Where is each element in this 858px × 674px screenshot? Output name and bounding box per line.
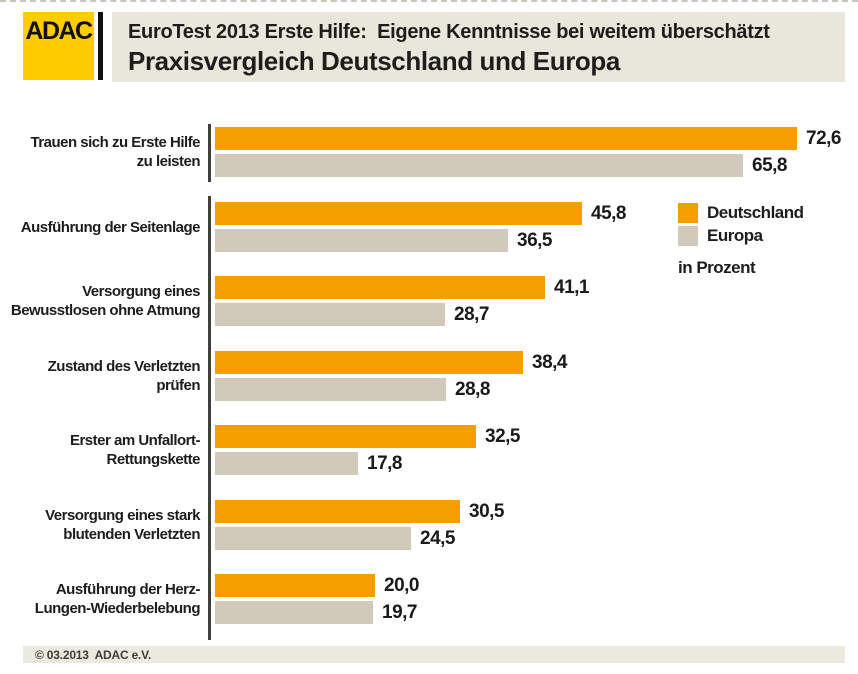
value-label: 41,1 <box>554 276 589 298</box>
copyright-bar: © 03.2013 ADAC e.V. <box>23 646 845 663</box>
axis-line-segment-2 <box>208 196 211 640</box>
bar-europa <box>215 154 743 177</box>
category-label: Erster am Unfallort- Rettungskette <box>69 432 201 468</box>
bar-pair: 38,4 28,8 <box>215 351 567 405</box>
unit-note: in Prozent <box>678 258 756 277</box>
category-label: Ausführung der Seitenlage <box>20 218 201 236</box>
value-label: 32,5 <box>485 425 520 447</box>
header-divider <box>98 12 103 80</box>
legend-label-europa: Europa <box>707 226 763 245</box>
category-label: Versorgung eines Bewusstlosen ohne Atmung <box>10 283 201 319</box>
bar-deutschland <box>215 351 523 374</box>
value-label: 20,0 <box>384 574 419 596</box>
bar-deutschland <box>215 276 545 299</box>
value-label: 28,8 <box>455 378 490 400</box>
legend-swatch-europa <box>678 226 698 246</box>
axis-line-segment-1 <box>208 124 211 182</box>
legend-entry-deutschland: Deutschland <box>678 203 804 223</box>
chart-row: Zustand des Verletzten prüfen 38,4 28,8 <box>0 351 858 401</box>
bar-pair: 41,1 28,7 <box>215 276 589 330</box>
chart-subtitle: EuroTest 2013 Erste Hilfe: Eigene Kenntn… <box>128 21 770 43</box>
chart-row: Versorgung eines Bewusstlosen ohne Atmung… <box>0 276 858 326</box>
bar-deutschland <box>215 500 460 523</box>
chart-row: Erster am Unfallort- Rettungskette 32,5 17,… <box>0 425 858 475</box>
category-label: Trauen sich zu Erste Hilfe zu leisten <box>30 134 200 170</box>
bar-europa <box>215 527 411 550</box>
value-label: 45,8 <box>591 202 626 224</box>
bar-europa <box>215 303 445 326</box>
adac-logo-text: ADAC <box>25 17 93 45</box>
value-label: 65,8 <box>752 154 787 176</box>
bar-europa <box>215 378 446 401</box>
value-label: 19,7 <box>382 601 417 623</box>
bar-europa <box>215 452 358 475</box>
value-label: 72,6 <box>806 127 841 149</box>
bar-pair: 72,6 65,8 <box>215 127 841 181</box>
bar-europa <box>215 229 508 252</box>
bar-pair: 45,8 36,5 <box>215 202 626 256</box>
copyright-text: © 03.2013 ADAC e.V. <box>35 647 152 662</box>
category-label: Versorgung eines stark blutenden Verletzt… <box>45 507 200 543</box>
top-crop-marks <box>0 0 858 2</box>
bar-deutschland <box>215 425 476 448</box>
legend-entry-europa: Europa <box>678 226 804 246</box>
chart-row: Ausführung der Seitenlage 45,8 36,5 <box>0 202 858 252</box>
legend-label-deutschland: Deutschland <box>707 203 804 222</box>
bar-pair: 20,0 19,7 <box>215 574 419 628</box>
title-box: EuroTest 2013 Erste Hilfe: Eigene Kenntn… <box>112 12 845 82</box>
adac-logo: ADAC <box>23 12 94 80</box>
bar-pair: 30,5 24,5 <box>215 500 504 554</box>
bar-deutschland <box>215 202 582 225</box>
chart-row: Ausführung der Herz- Lungen-Wiederbelebun… <box>0 574 858 624</box>
value-label: 24,5 <box>420 527 455 549</box>
category-label: Zustand des Verletzten prüfen <box>47 358 201 394</box>
bar-europa <box>215 601 373 624</box>
category-label: Ausführung der Herz- Lungen-Wiederbelebun… <box>34 581 201 617</box>
value-label: 28,7 <box>454 303 489 325</box>
bar-deutschland <box>215 127 797 150</box>
value-label: 36,5 <box>517 229 552 251</box>
value-label: 30,5 <box>469 500 504 522</box>
value-label: 38,4 <box>532 351 567 373</box>
legend: Deutschland Europa in Prozent <box>678 203 804 278</box>
chart-row: Trauen sich zu Erste Hilfe zu leisten 72,6… <box>0 127 858 177</box>
value-label: 17,8 <box>367 452 402 474</box>
chart-row: Versorgung eines stark blutenden Verletzt… <box>0 500 858 550</box>
bar-deutschland <box>215 574 375 597</box>
legend-swatch-deutschland <box>678 203 698 223</box>
chart-title: Praxisvergleich Deutschland und Europa <box>128 46 620 76</box>
bar-pair: 32,5 17,8 <box>215 425 520 479</box>
